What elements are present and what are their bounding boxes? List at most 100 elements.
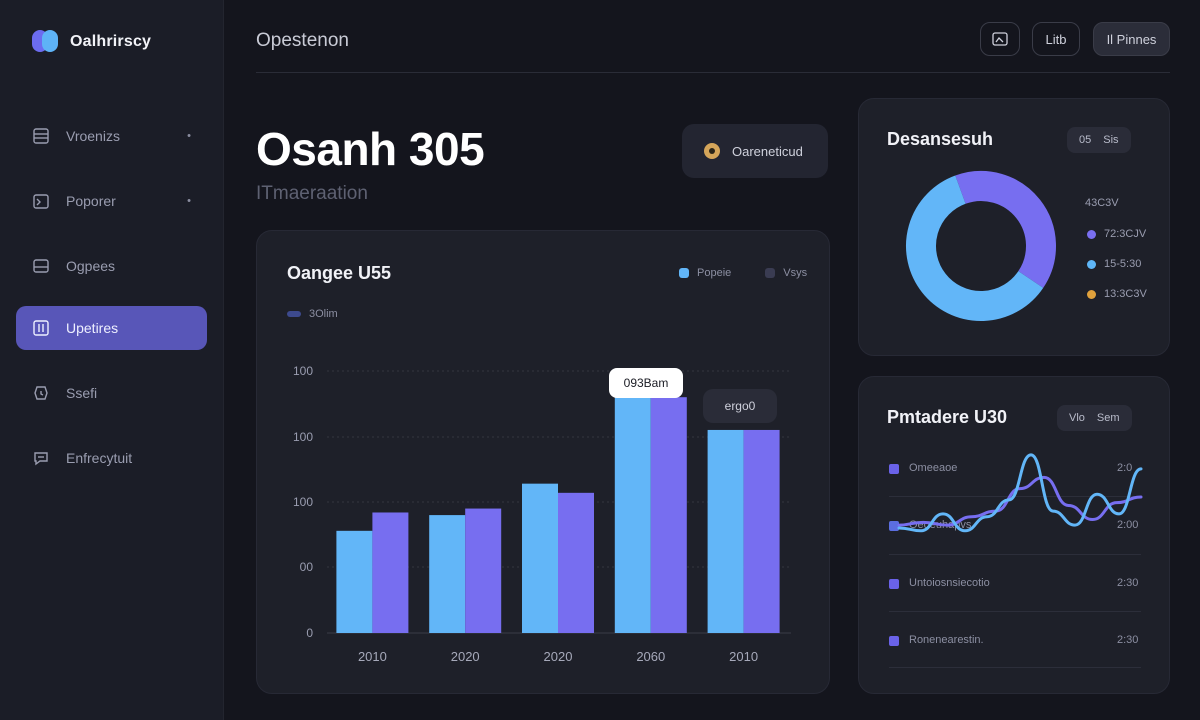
sidebar-item-3[interactable]: Ogpees xyxy=(16,244,207,288)
y-tick-label: 100 xyxy=(293,364,313,378)
sidebar-item-5[interactable]: Ssefi xyxy=(16,371,207,415)
line-row-value: 2:30 xyxy=(1117,634,1139,646)
donut-row: 15-5:30 xyxy=(1087,258,1141,270)
x-tick-label: 2010 xyxy=(729,649,758,664)
donut-row: 72:3CJV xyxy=(1087,228,1146,240)
row-divider xyxy=(889,611,1141,612)
donut-slice[interactable] xyxy=(955,171,1056,288)
x-tick-label: 2020 xyxy=(544,649,573,664)
row-divider xyxy=(889,554,1141,555)
litb-button[interactable]: Litb xyxy=(1032,22,1080,56)
toggle-option[interactable]: Vlo xyxy=(1069,412,1085,424)
bar-tooltip-secondary: ergo0 xyxy=(703,389,777,423)
bar-card-title: Oangee U55 xyxy=(287,263,392,283)
bar-blue[interactable] xyxy=(614,386,651,633)
x-tick-label: 2010 xyxy=(358,649,387,664)
pinnes-button[interactable]: Il Pinnes xyxy=(1093,22,1170,56)
bar-purple[interactable] xyxy=(465,508,502,633)
bar-legend: Popeie Vsys xyxy=(679,267,807,279)
donut-card-title: Desansesuh xyxy=(887,129,994,149)
status-pill[interactable]: Oareneticud xyxy=(682,124,828,178)
bar-blue[interactable] xyxy=(522,483,558,633)
line-row-value: 2:00 xyxy=(1117,519,1139,531)
donut-chart xyxy=(906,171,1056,321)
bar-purple[interactable] xyxy=(650,397,687,633)
y-tick-label: 00 xyxy=(300,560,314,574)
image-icon xyxy=(992,32,1008,46)
page-title: Opestenon xyxy=(256,30,349,51)
status-icon xyxy=(704,143,720,159)
bar-blue[interactable] xyxy=(429,515,466,633)
legend-swatch-blue xyxy=(679,268,689,278)
sidebar-item-label: Ssefi xyxy=(66,385,98,401)
chat-icon xyxy=(34,452,48,466)
donut-slice[interactable] xyxy=(906,175,1044,321)
donut-row-dot xyxy=(1087,289,1096,299)
line-chart xyxy=(897,453,1143,533)
dot-icon: • xyxy=(187,195,191,207)
donut-total: 43C3V xyxy=(1085,197,1119,209)
bar-purple[interactable] xyxy=(558,492,594,633)
row-divider xyxy=(889,667,1141,668)
line-row-swatch xyxy=(889,579,899,589)
toggle-option[interactable]: Sis xyxy=(1103,134,1119,146)
clock-icon xyxy=(34,386,48,400)
hero-subtitle: ITmaeraation xyxy=(256,183,368,204)
sub-legend-swatch xyxy=(287,311,301,317)
donut-card: Desansesuh 05 Sis 43C3V 72:3CJV 15-5:30 … xyxy=(858,98,1170,356)
bar-purple[interactable] xyxy=(743,429,780,633)
toggle-option[interactable]: Sem xyxy=(1096,412,1120,424)
sidebar-item-label: Enfrecytuit xyxy=(66,450,133,466)
sidebar-item-label: Upetires xyxy=(66,320,119,336)
line-row-value: 2:30 xyxy=(1117,577,1139,589)
donut-toggle[interactable]: 05 Sis xyxy=(1067,127,1131,153)
sidebar-item-label: Poporer xyxy=(66,193,116,209)
toggle-option[interactable]: 05 xyxy=(1079,134,1092,146)
sidebar-item-2[interactable]: Poporer • xyxy=(16,179,207,223)
hero-value: Osanh 305 xyxy=(256,123,485,175)
line-card: Pmtadere U30 Vlo Sem Omeeaoe 2:0 Oeoeuha… xyxy=(858,376,1170,694)
donut-row-value: 13:3C3V xyxy=(1104,288,1147,300)
bar-tooltip-primary: 093Bam xyxy=(609,368,683,398)
legend-label: Vsys xyxy=(783,267,808,279)
folder-icon xyxy=(33,194,49,209)
donut-row-dot xyxy=(1087,259,1096,269)
donut-row-value: 15-5:30 xyxy=(1104,258,1142,270)
brand[interactable]: Oalhrirscy xyxy=(32,30,151,54)
line-card-title: Pmtadere U30 xyxy=(887,407,1008,427)
donut-row-dot xyxy=(1087,229,1096,239)
dot-icon: • xyxy=(187,130,191,142)
bar-purple[interactable] xyxy=(372,512,409,633)
grid-icon xyxy=(33,320,49,336)
line-row-label: Omeeaoe xyxy=(909,462,958,474)
x-tick-label: 2020 xyxy=(451,649,480,664)
list-icon xyxy=(33,128,49,144)
donut-row: 13:3C3V xyxy=(1087,288,1147,300)
status-text: Oareneticud xyxy=(732,143,803,159)
line-row-swatch xyxy=(889,464,899,474)
image-button[interactable] xyxy=(980,22,1020,56)
sub-legend-label: 3Olim xyxy=(309,308,338,320)
y-tick-label: 0 xyxy=(306,626,313,640)
bar-sub-legend: 3Olim xyxy=(287,308,338,320)
line-toggle[interactable]: Vlo Sem xyxy=(1057,405,1132,431)
line-row-swatch xyxy=(889,521,899,531)
line-row-swatch xyxy=(889,636,899,646)
line-series-blue xyxy=(897,453,1143,533)
sidebar-item-6[interactable]: Enfrecytuit xyxy=(16,436,207,480)
brand-logo-icon xyxy=(32,30,60,54)
sidebar-item-label: Vroenizs xyxy=(66,128,120,144)
header-divider xyxy=(256,72,1170,73)
bar-blue[interactable] xyxy=(707,429,744,633)
sidebar-item-1[interactable]: Vroenizs • xyxy=(16,114,207,158)
sidebar-item-4[interactable]: Upetires xyxy=(16,306,207,350)
line-row-value: 2:0 xyxy=(1117,462,1133,474)
donut-row-value: 72:3CJV xyxy=(1104,228,1147,240)
bar-blue[interactable] xyxy=(336,530,373,633)
card-icon xyxy=(33,259,49,273)
legend-label: Popeie xyxy=(697,267,732,279)
sidebar: Oalhrirscy Vroenizs • Poporer • Ogpees U… xyxy=(0,0,224,720)
legend-swatch-purple xyxy=(765,268,776,278)
sidebar-item-label: Ogpees xyxy=(66,258,116,274)
